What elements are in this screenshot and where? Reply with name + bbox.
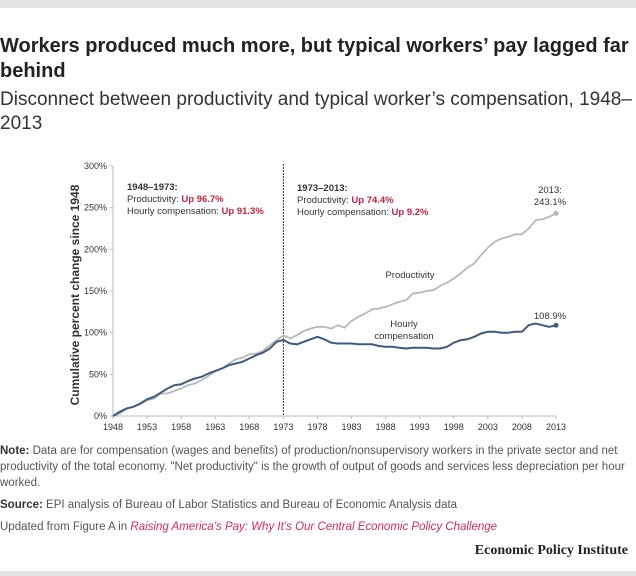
end-prod-label-1: 2013: bbox=[538, 185, 562, 196]
end-prod-label-2: 243.1% bbox=[534, 197, 567, 208]
period2-comp-label: Hourly compensation: bbox=[297, 207, 392, 218]
end-comp-label: 108.9% bbox=[534, 311, 567, 322]
svg-text:Hourly compensation: Up 91.3%: Hourly compensation: Up 91.3% bbox=[127, 206, 264, 217]
period2-prod-value: Up 74.4% bbox=[351, 195, 394, 206]
y-axis-label: Cumulative percent change since 1948 bbox=[68, 184, 82, 405]
period2-heading: 1973–2013: bbox=[297, 183, 348, 194]
source-label: Source: bbox=[0, 499, 43, 511]
period1-prod-value: Up 96.7% bbox=[181, 194, 224, 205]
x-tick-label: 1948 bbox=[103, 422, 123, 432]
end-point bbox=[553, 322, 559, 328]
period2-prod-label: Productivity: bbox=[297, 195, 351, 206]
epi-logo: Economic Policy Institute bbox=[474, 543, 628, 558]
y-tick-label: 250% bbox=[84, 203, 107, 213]
comp-series-label-2: compensation bbox=[374, 331, 433, 342]
end-point bbox=[553, 210, 559, 216]
x-tick-label: 1968 bbox=[239, 422, 259, 432]
top-bar bbox=[0, 0, 636, 8]
x-tick-label: 1993 bbox=[410, 422, 430, 432]
svg-text:Productivity: Up 96.7%: Productivity: Up 96.7% bbox=[127, 194, 224, 205]
y-tick-label: 50% bbox=[89, 369, 107, 379]
x-tick-label: 1953 bbox=[137, 422, 157, 432]
source: Source: EPI analysis of Bureau of Labor … bbox=[0, 497, 636, 513]
period1-prod-label: Productivity: bbox=[127, 194, 181, 205]
x-tick-label: 2003 bbox=[478, 422, 498, 432]
chart-subtitle: Disconnect between productivity and typi… bbox=[0, 89, 632, 134]
y-tick-label: 0% bbox=[94, 411, 107, 421]
svg-text:Productivity: Up 74.4%: Productivity: Up 74.4% bbox=[297, 195, 394, 206]
note-label: Note: bbox=[0, 445, 30, 457]
productivity-series-label: Productivity bbox=[385, 270, 434, 281]
x-tick-label: 1998 bbox=[444, 422, 464, 432]
x-tick-label: 1983 bbox=[342, 422, 362, 432]
y-tick-label: 100% bbox=[84, 328, 107, 338]
period1-comp-value: Up 91.3% bbox=[222, 206, 265, 217]
comp-series-label-1: Hourly bbox=[390, 319, 418, 330]
source-text: EPI analysis of Bureau of Labor Statisti… bbox=[42, 499, 458, 511]
line-chart: 0% 50% 100% 150% 200% 250% 300% 1948 1953 1958 196… bbox=[68, 161, 567, 432]
notes: Note: Data are for compensation (wages a… bbox=[0, 443, 636, 541]
series-line-compensation bbox=[112, 322, 557, 417]
y-tick-label: 150% bbox=[84, 286, 107, 296]
period1-heading: 1948–1973: bbox=[127, 182, 178, 193]
x-tick-label: 1973 bbox=[273, 422, 293, 432]
report-link[interactable]: Raising America’s Pay: Why It’s Our Cent… bbox=[130, 521, 498, 533]
updated: Updated from Figure A in Raising America… bbox=[0, 519, 636, 535]
series-line-productivity bbox=[112, 212, 557, 417]
bottom-bar bbox=[0, 571, 636, 576]
note-text: Data are for compensation (wages and ben… bbox=[0, 445, 625, 489]
y-tick-label: 200% bbox=[84, 244, 107, 254]
period2-comp-value: Up 9.2% bbox=[392, 207, 430, 218]
period1-comp-label: Hourly compensation: bbox=[127, 206, 222, 217]
x-tick-label: 1958 bbox=[171, 422, 191, 432]
updated-text: Updated from Figure A in bbox=[0, 521, 131, 533]
y-tick-label: 300% bbox=[84, 161, 107, 171]
svg-text:Hourly compensation: Up 9.2%: Hourly compensation: Up 9.2% bbox=[297, 207, 429, 218]
x-tick-label: 1978 bbox=[307, 422, 327, 432]
x-tick-label: 1963 bbox=[205, 422, 225, 432]
note: Note: Data are for compensation (wages a… bbox=[0, 443, 636, 491]
x-tick-label: 2008 bbox=[512, 422, 532, 432]
chart-title: Workers produced much more, but typical … bbox=[0, 35, 629, 82]
x-tick-label: 1988 bbox=[376, 422, 396, 432]
x-tick-label: 2013 bbox=[546, 422, 566, 432]
